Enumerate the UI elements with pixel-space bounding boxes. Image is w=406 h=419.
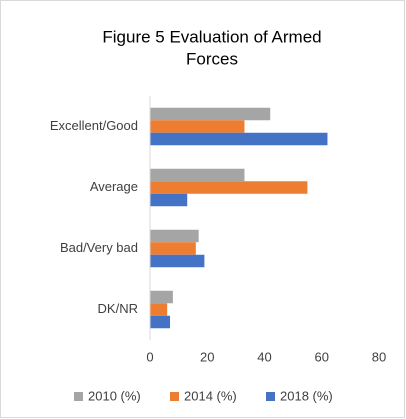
- y-tick-label: Average: [90, 179, 138, 194]
- bar: [150, 254, 205, 268]
- legend-swatch: [266, 392, 275, 401]
- bar: [150, 229, 199, 243]
- bar: [150, 107, 271, 121]
- y-tick-label: Excellent/Good: [50, 118, 138, 133]
- legend-label: 2010 (%): [88, 388, 141, 403]
- legend-label: 2014 (%): [184, 388, 237, 403]
- bar: [150, 315, 171, 329]
- bar: [150, 242, 196, 255]
- bar: [150, 290, 173, 304]
- legend-label: 2018 (%): [280, 388, 333, 403]
- bar: [150, 132, 328, 146]
- chart-title: Forces: [186, 49, 238, 68]
- legend-swatch: [170, 392, 179, 401]
- chart-title: Figure 5 Evaluation of Armed: [102, 27, 321, 46]
- x-tick-label: 80: [372, 349, 386, 364]
- x-tick-label: 20: [200, 349, 214, 364]
- bar: [150, 181, 308, 194]
- bar: [150, 120, 245, 133]
- legend-swatch: [74, 392, 83, 401]
- x-tick-label: 60: [315, 349, 329, 364]
- bar: [150, 193, 188, 207]
- x-tick-label: 0: [146, 349, 153, 364]
- bar: [150, 168, 245, 182]
- x-tick-label: 40: [257, 349, 271, 364]
- y-tick-label: Bad/Very bad: [60, 240, 138, 255]
- bar: [150, 303, 168, 316]
- y-tick-label: DK/NR: [98, 301, 138, 316]
